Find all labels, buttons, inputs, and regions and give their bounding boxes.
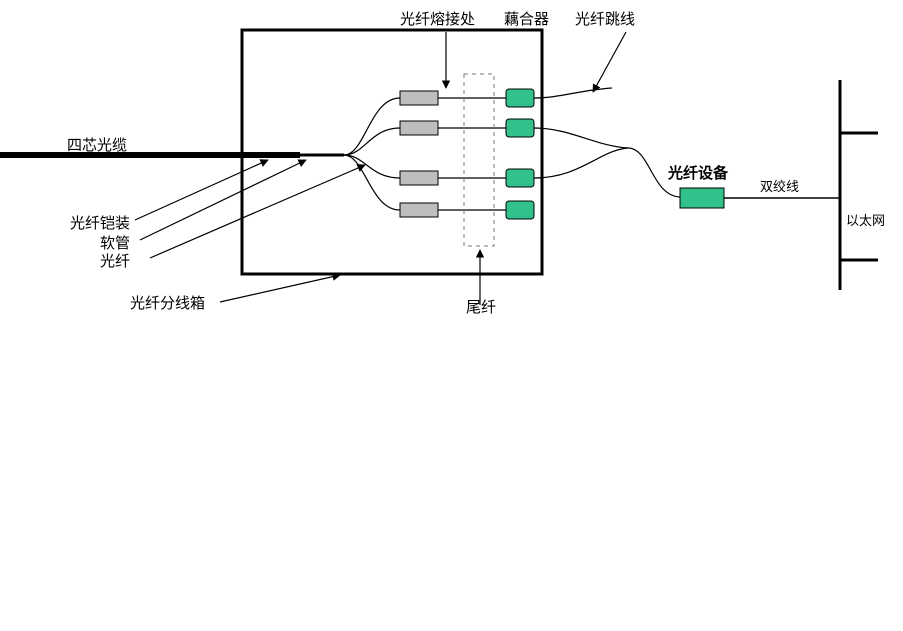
fiber-equipment — [680, 188, 724, 208]
splice-4 — [400, 203, 438, 217]
label-equipment: 光纤设备 — [668, 162, 728, 183]
label-four-core-cable: 四芯光缆 — [67, 134, 127, 155]
arrow-fiber — [150, 165, 365, 258]
label-twisted-pair: 双绞线 — [760, 176, 799, 195]
label-fiber: 光纤 — [100, 250, 130, 271]
pigtail-region — [464, 74, 494, 246]
splice-3 — [400, 171, 438, 185]
label-fiber-armor: 光纤铠装 — [70, 212, 130, 233]
coupler-4 — [506, 201, 534, 219]
label-ethernet: 以太网 — [846, 210, 885, 229]
patch-2 — [534, 128, 628, 148]
arrow-softtube — [140, 160, 306, 240]
patch-3 — [534, 148, 628, 178]
arrow-box — [220, 275, 340, 302]
coupler-3 — [506, 169, 534, 187]
splice-2 — [400, 121, 438, 135]
label-coupler: 藕合器 — [504, 8, 549, 29]
label-splice-point: 光纤熔接处 — [400, 8, 475, 29]
patch-1 — [534, 88, 612, 98]
label-patch-cord: 光纤跳线 — [575, 8, 635, 29]
diagram-canvas — [0, 0, 903, 631]
coupler-1 — [506, 89, 534, 107]
splice-1 — [400, 91, 438, 105]
label-pigtail: 尾纤 — [466, 296, 496, 317]
fiber-4 — [344, 155, 400, 210]
arrow-patchcord — [593, 32, 626, 92]
label-distribution-box: 光纤分线箱 — [130, 292, 205, 313]
coupler-2 — [506, 119, 534, 137]
fiber-1 — [344, 98, 400, 155]
